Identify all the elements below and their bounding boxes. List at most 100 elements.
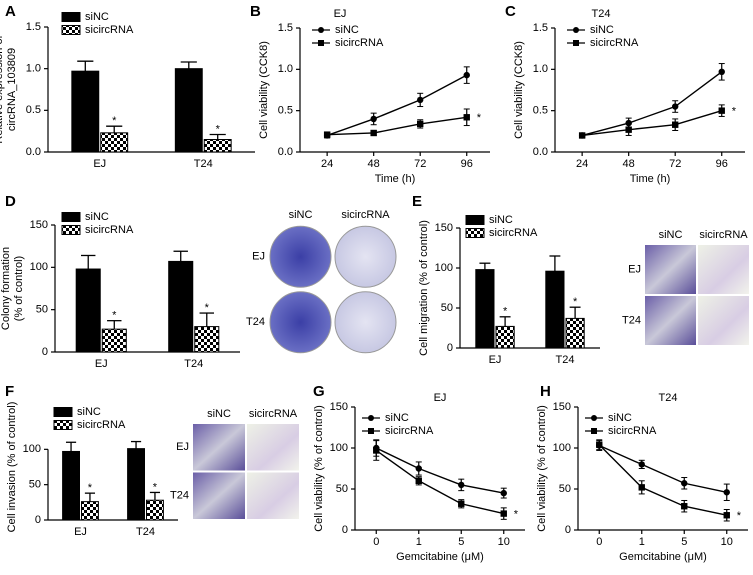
- micrograph-image: [193, 424, 245, 471]
- marker: [723, 489, 730, 496]
- y-tick-label: 50: [559, 483, 571, 495]
- bar: [495, 325, 515, 349]
- x-tick-label: 96: [716, 158, 728, 170]
- bar: [194, 326, 220, 353]
- marker: [573, 40, 579, 46]
- marker: [463, 71, 470, 79]
- x-tick-label: 48: [368, 158, 380, 170]
- legend-label: sicircRNA: [77, 419, 126, 431]
- y-axis-label: (% of control): [13, 256, 25, 321]
- line: [326, 74, 468, 137]
- panel-letter: D: [5, 193, 16, 210]
- y-tick-label: 50: [36, 304, 48, 316]
- line: [581, 71, 723, 137]
- panel-letter: B: [250, 3, 261, 20]
- line: [327, 116, 467, 136]
- marker: [318, 40, 324, 46]
- significance-mark: *: [737, 510, 742, 522]
- legend-label: siNC: [590, 24, 614, 36]
- marker: [370, 115, 377, 123]
- legend-swatch: [465, 228, 485, 238]
- significance-mark: *: [216, 123, 221, 135]
- bar: [174, 68, 203, 153]
- x-axis-label: Gemcitabine (μM): [619, 551, 707, 563]
- y-tick-label: 1.5: [278, 22, 293, 34]
- chart-title: EJ: [334, 8, 347, 20]
- marker: [415, 477, 422, 484]
- bar: [203, 139, 232, 153]
- y-tick-label: 0.5: [533, 105, 548, 117]
- micrograph-image: [247, 472, 299, 519]
- y-tick-label: 1.5: [533, 22, 548, 34]
- legend-label: siNC: [385, 412, 409, 424]
- x-tick-label: 0: [373, 536, 379, 548]
- marker: [463, 114, 470, 121]
- significance-mark: *: [503, 306, 508, 318]
- marker: [578, 132, 586, 139]
- significance-mark: *: [153, 481, 158, 493]
- plate-image: [269, 225, 332, 288]
- y-tick-label: 0.0: [26, 146, 41, 158]
- y-tick-label: 1.0: [26, 63, 41, 75]
- panel-letter: G: [313, 383, 325, 400]
- bar: [146, 499, 164, 521]
- micrograph-image: [698, 296, 749, 345]
- legend-swatch: [61, 25, 81, 35]
- significance-mark: *: [205, 302, 210, 314]
- x-axis-label: Gemcitabine (μM): [396, 551, 484, 563]
- line: [375, 449, 504, 515]
- chart-title: T24: [659, 392, 678, 404]
- image-column-label: sicircRNA: [341, 209, 390, 221]
- x-tick-label: 1: [639, 536, 645, 548]
- bar: [62, 450, 80, 521]
- y-axis-label: Cell invasion (% of control): [6, 402, 18, 533]
- legend-swatch: [53, 407, 73, 417]
- marker: [417, 120, 424, 128]
- bar: [475, 269, 495, 349]
- y-tick-label: 0: [447, 342, 453, 354]
- y-axis-label: circRNA_103809: [6, 48, 18, 131]
- legend-label: siNC: [608, 412, 632, 424]
- y-axis-label: Relative expression of: [0, 34, 5, 143]
- marker: [323, 131, 331, 138]
- x-tick-label: 72: [414, 158, 426, 170]
- y-tick-label: 0: [35, 514, 41, 526]
- y-axis-label: Cell viability (% of control): [536, 405, 548, 532]
- micrograph-image: [645, 245, 696, 294]
- marker: [458, 481, 465, 489]
- plate-image: [334, 225, 397, 288]
- marker: [373, 447, 380, 454]
- image-column-label: sicircRNA: [699, 229, 748, 241]
- x-tick-label: EJ: [74, 526, 87, 538]
- significance-mark: *: [732, 106, 737, 118]
- marker: [681, 503, 688, 510]
- y-tick-label: 150: [30, 219, 48, 231]
- legend-label: sicircRNA: [385, 425, 434, 437]
- legend-label: sicircRNA: [590, 37, 639, 49]
- line: [582, 109, 722, 137]
- x-tick-label: 24: [321, 158, 333, 170]
- legend-label: sicircRNA: [335, 37, 384, 49]
- image-column-label: siNC: [289, 209, 313, 221]
- legend-label: sicircRNA: [608, 425, 657, 437]
- image-row-label: T24: [170, 490, 189, 502]
- y-tick-label: 0.5: [26, 104, 41, 116]
- x-tick-label: 96: [461, 158, 473, 170]
- line: [598, 444, 727, 493]
- marker: [458, 500, 465, 507]
- bar: [75, 268, 101, 353]
- y-tick-label: 50: [441, 302, 453, 314]
- legend-swatch: [61, 212, 81, 222]
- y-tick-label: 1.0: [278, 63, 293, 75]
- x-tick-label: 0: [596, 536, 602, 548]
- legend-swatch: [53, 420, 73, 430]
- bar: [168, 260, 194, 353]
- x-tick-label: EJ: [489, 354, 502, 366]
- y-tick-label: 0.0: [533, 146, 548, 158]
- marker: [415, 465, 422, 472]
- significance-mark: *: [88, 482, 93, 494]
- marker: [318, 27, 324, 33]
- y-tick-label: 100: [23, 443, 41, 455]
- y-tick-label: 150: [330, 401, 348, 413]
- marker: [625, 126, 632, 133]
